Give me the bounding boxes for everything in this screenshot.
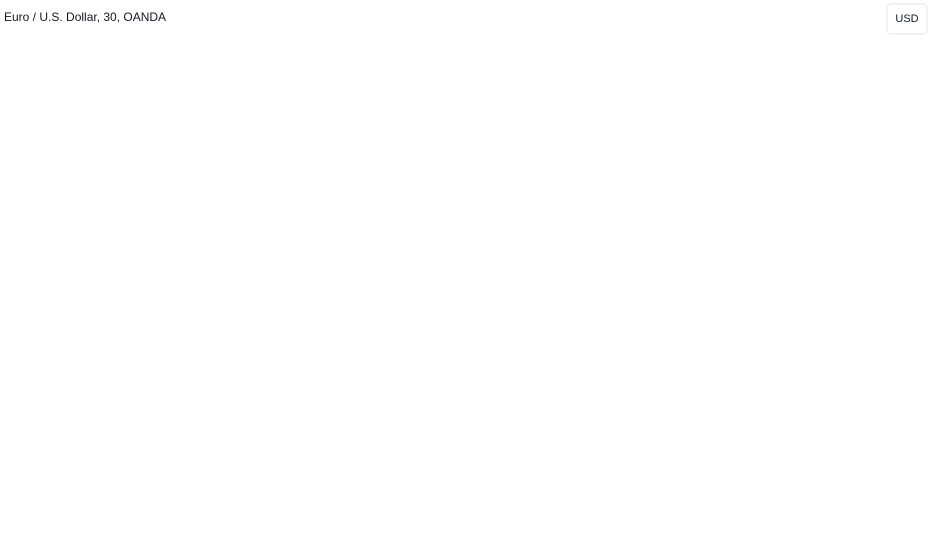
currency-label[interactable]: USD bbox=[895, 13, 918, 25]
chart-title: Euro / U.S. Dollar, 30, OANDA bbox=[4, 10, 166, 24]
currency-button[interactable] bbox=[886, 3, 928, 35]
